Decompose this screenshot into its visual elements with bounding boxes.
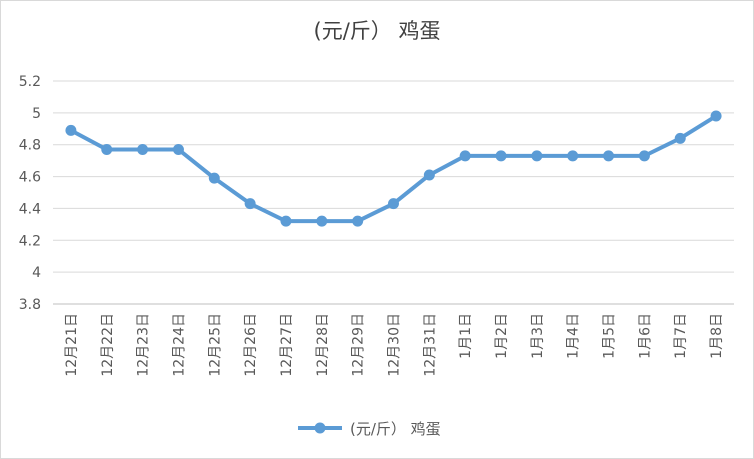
y-tick-label: 4.4 bbox=[19, 201, 41, 217]
x-tick-label: 12月29日 bbox=[351, 313, 367, 377]
y-axis: 3.8 4 4.2 4.4 4.6 4.8 5 5.2 bbox=[19, 74, 41, 313]
x-tick-label: 12月31日 bbox=[422, 313, 438, 377]
data-point bbox=[710, 110, 722, 122]
data-point bbox=[495, 150, 507, 162]
chart-title: (元/斤） 鸡蛋 bbox=[313, 19, 441, 43]
x-tick-label: 1月6日 bbox=[637, 313, 653, 359]
x-tick-label: 1月7日 bbox=[673, 313, 689, 359]
x-tick-label: 1月5日 bbox=[602, 313, 618, 359]
gridlines bbox=[53, 80, 734, 305]
data-point bbox=[101, 143, 113, 155]
data-point bbox=[674, 132, 686, 144]
y-tick-label: 5.2 bbox=[19, 74, 41, 90]
legend-marker bbox=[314, 422, 326, 434]
data-point bbox=[280, 215, 292, 227]
legend: (元/斤） 鸡蛋 bbox=[298, 420, 441, 438]
x-tick-label: 12月21日 bbox=[64, 313, 80, 377]
x-tick-label: 12月24日 bbox=[171, 313, 187, 377]
x-tick-label: 1月1日 bbox=[458, 313, 474, 359]
x-tick-label: 12月25日 bbox=[207, 313, 223, 377]
x-tick-label: 1月8日 bbox=[709, 313, 725, 359]
x-tick-label: 12月28日 bbox=[315, 313, 331, 377]
x-tick-label: 12月23日 bbox=[136, 313, 152, 377]
x-tick-label: 12月27日 bbox=[279, 313, 295, 377]
x-tick-label: 12月30日 bbox=[387, 313, 403, 377]
data-point bbox=[603, 150, 615, 162]
x-tick-label: 12月22日 bbox=[100, 313, 116, 377]
y-tick-label: 3.8 bbox=[19, 297, 41, 313]
data-point bbox=[172, 143, 184, 155]
x-tick-label: 1月4日 bbox=[566, 313, 582, 359]
data-point bbox=[531, 150, 543, 162]
y-tick-label: 4 bbox=[32, 265, 41, 281]
x-tick-label: 1月2日 bbox=[494, 313, 510, 359]
data-point bbox=[567, 150, 579, 162]
data-point bbox=[244, 198, 256, 210]
data-point bbox=[352, 215, 364, 227]
x-tick-label: 12月26日 bbox=[243, 313, 259, 377]
data-point bbox=[459, 150, 471, 162]
y-tick-label: 5 bbox=[32, 106, 41, 122]
data-point bbox=[316, 215, 328, 227]
y-tick-label: 4.2 bbox=[19, 233, 41, 249]
legend-label: (元/斤） 鸡蛋 bbox=[350, 420, 441, 438]
y-tick-label: 4.6 bbox=[19, 170, 41, 186]
series-points bbox=[65, 110, 722, 227]
x-axis: 12月21日 12月22日 12月23日 12月24日 12月25日 12月26日 12月2… bbox=[64, 313, 725, 377]
data-point bbox=[388, 198, 399, 210]
data-point bbox=[65, 124, 77, 136]
y-tick-label: 4.8 bbox=[19, 138, 41, 154]
data-point bbox=[208, 172, 220, 184]
data-point bbox=[638, 150, 650, 162]
data-point bbox=[137, 143, 149, 155]
data-point bbox=[423, 169, 435, 181]
x-tick-label: 1月3日 bbox=[530, 313, 546, 359]
